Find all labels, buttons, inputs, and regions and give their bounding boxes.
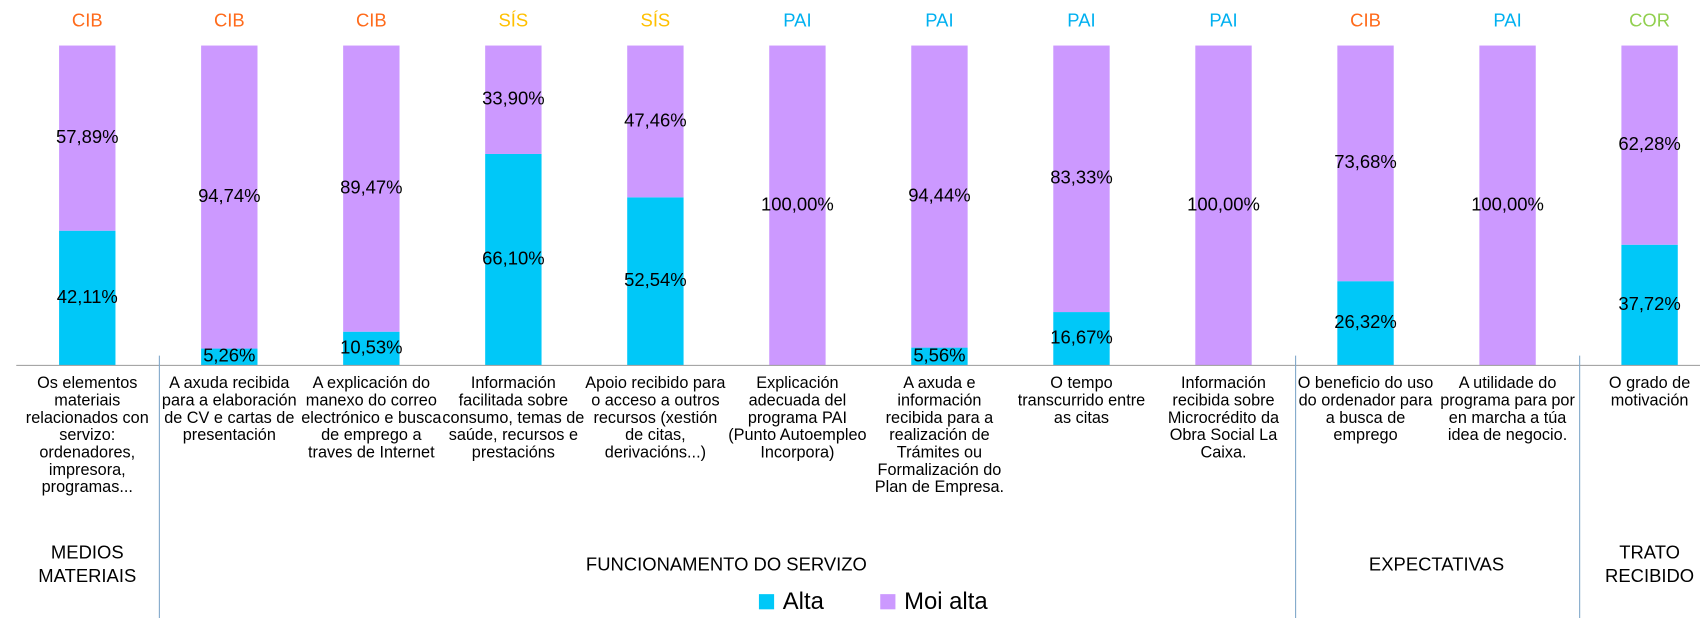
bar-segment	[59, 230, 116, 366]
value-label: 62,28%	[1618, 133, 1680, 154]
top-label: CIB	[72, 10, 103, 31]
value-label: 42,11%	[57, 286, 118, 307]
value-label: 5,26%	[203, 345, 255, 366]
bar-segment	[343, 331, 400, 366]
bar-segment	[1053, 312, 1110, 366]
group-label-box: TRATO RECIBIDO	[1605, 542, 1695, 587]
category-label-box: Información recibida sobre Microcrédito …	[1167, 375, 1280, 462]
top-label: SÍS	[499, 10, 529, 31]
category-label: A axuda recibida para a elaboración de C…	[161, 375, 297, 445]
category-label-box: A axuda e información recibida para a re…	[874, 375, 1005, 497]
bar-segment	[485, 45, 542, 154]
value-label: 89,47%	[340, 176, 402, 197]
bar-segment	[201, 45, 258, 349]
category-label: Apoio recibido para o acceso a outros re…	[585, 375, 726, 462]
top-label: CIB	[1350, 10, 1381, 31]
bar-segment	[201, 348, 258, 366]
category-label: Información recibida sobre Microcrédito …	[1167, 375, 1280, 462]
value-label: 57,89%	[56, 126, 118, 147]
top-label: CIB	[356, 10, 387, 31]
value-label: 37,72%	[1618, 293, 1680, 314]
group-label-box: EXPECTATIVAS	[1368, 554, 1505, 575]
category-label-box: A utilidade do programa para por en marc…	[1440, 375, 1575, 445]
category-label-box: Os elementos materiais relacionados con …	[25, 375, 149, 497]
group-label-box: MEDIOS MATERIAIS	[38, 542, 137, 587]
value-label: 5,56%	[913, 344, 965, 365]
top-label: COR	[1629, 10, 1670, 31]
top-label: PAI	[1209, 10, 1237, 31]
top-label: SÍS	[641, 10, 671, 31]
category-label-box: A axuda recibida para a elaboración de C…	[161, 375, 297, 445]
bar-segment	[59, 45, 116, 231]
group-label: TRATO RECIBIDO	[1605, 542, 1695, 587]
value-label: 10,53%	[340, 336, 402, 357]
category-label-box: Explicación adecuada del programa PAI (P…	[728, 375, 867, 462]
bar-segment	[1621, 244, 1678, 366]
bar-segment	[1479, 45, 1536, 366]
category-label: Os elementos materiais relacionados con …	[25, 375, 149, 497]
category-label: O tempo transcurrido entre as citas	[1017, 375, 1146, 428]
bar-segment	[1053, 45, 1110, 313]
category-label-box: Apoio recibido para o acceso a outros re…	[585, 375, 726, 462]
top-label: CIB	[214, 10, 245, 31]
value-label: 16,67%	[1050, 327, 1112, 348]
legend-swatch	[880, 594, 896, 610]
category-label: O grado de motivación	[1608, 375, 1691, 410]
value-label: 73,68%	[1334, 151, 1396, 172]
bar-segment	[1337, 45, 1394, 282]
group-label-box: FUNCIONAMENTO DO SERVIZO	[585, 554, 867, 575]
value-label: 94,44%	[908, 184, 970, 205]
legend-label: Moi alta	[904, 588, 988, 615]
value-label: 33,90%	[482, 88, 544, 109]
category-label-box: O grado de motivación	[1608, 375, 1691, 410]
value-label: 83,33%	[1050, 167, 1112, 188]
bar-segment	[1337, 281, 1394, 366]
bar-segment	[1621, 45, 1678, 245]
bar-segment	[911, 347, 968, 366]
top-label: PAI	[925, 10, 953, 31]
group-label: EXPECTATIVAS	[1368, 554, 1505, 575]
value-label: 100,00%	[1471, 193, 1544, 214]
value-label: 47,46%	[624, 109, 686, 130]
top-label: PAI	[1067, 10, 1095, 31]
bar-segment	[485, 153, 542, 366]
group-label: FUNCIONAMENTO DO SERVIZO	[585, 554, 867, 575]
category-label: A explicación do manexo do correo electr…	[301, 375, 442, 462]
value-label: 94,74%	[198, 185, 260, 206]
bar-segment	[911, 45, 968, 348]
category-label-box: O beneficio do uso do ordenador para a b…	[1297, 375, 1434, 445]
value-label: 66,10%	[482, 248, 544, 269]
group-label: MEDIOS MATERIAIS	[38, 542, 137, 587]
bar-segment	[1195, 45, 1252, 366]
legend-label: Alta	[783, 588, 825, 615]
legend-swatch	[758, 594, 775, 610]
value-label: 52,54%	[624, 269, 686, 290]
bar-segment	[627, 197, 684, 366]
top-label: PAI	[783, 10, 811, 31]
value-label: 26,32%	[1334, 311, 1396, 332]
bar-segment	[343, 45, 400, 332]
category-label: A axuda e información recibida para a re…	[874, 375, 1005, 497]
top-label: PAI	[1493, 10, 1521, 31]
category-label: Explicación adecuada del programa PAI (P…	[728, 375, 867, 462]
bar-segment	[627, 45, 684, 198]
category-label-box: O tempo transcurrido entre as citas	[1017, 375, 1146, 428]
category-label-box: A explicación do manexo do correo electr…	[301, 375, 442, 462]
category-label: O beneficio do uso do ordenador para a b…	[1297, 375, 1434, 445]
value-label: 100,00%	[761, 193, 834, 214]
bar-segment	[769, 45, 826, 366]
category-label: A utilidade do programa para por en marc…	[1440, 375, 1575, 445]
category-label: Información facilitada sobre consumo, te…	[442, 375, 585, 462]
value-label: 100,00%	[1187, 193, 1260, 214]
category-label-box: Información facilitada sobre consumo, te…	[442, 375, 585, 462]
